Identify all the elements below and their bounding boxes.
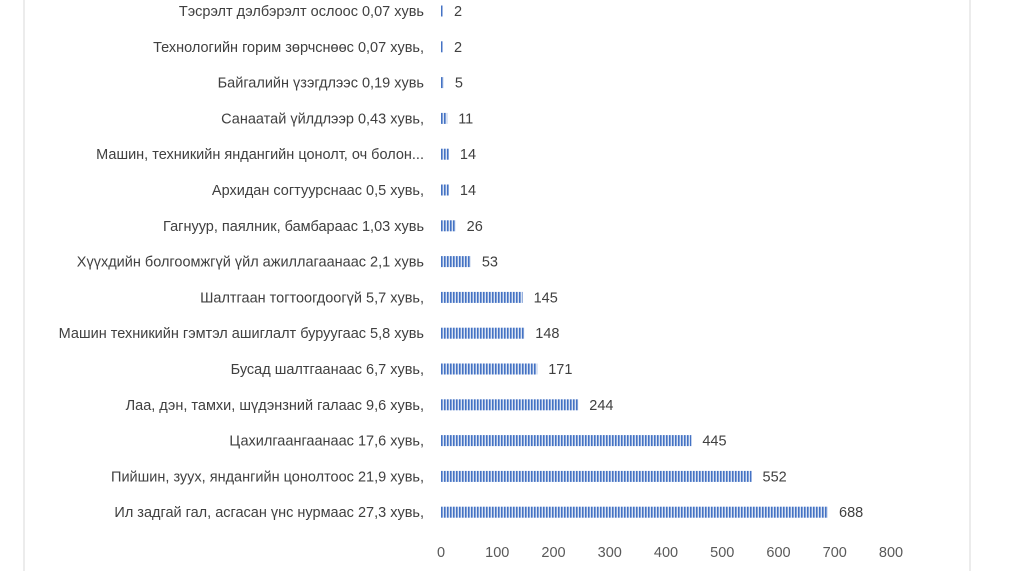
x-tick-label: 600 <box>766 545 790 561</box>
data-label: 14 <box>460 147 476 163</box>
category-label: Шалтгаан тогтоогдоогүй 5,7 хувь, <box>200 290 424 306</box>
category-label: Архидан согтуурснаас 0,5 хувь, <box>212 183 424 199</box>
bar <box>441 291 523 303</box>
category-label: Байгалийн үзэгдлээс 0,19 хувь <box>218 76 424 92</box>
category-label: Машин техникийн гэмтэл ашиглалт буруугаа… <box>59 326 424 342</box>
bar <box>441 435 692 447</box>
data-label: 11 <box>458 111 473 127</box>
category-label: Бусад шалтгаанаас 6,7 хувь, <box>231 362 424 378</box>
data-label: 14 <box>460 183 476 199</box>
bar <box>441 148 449 160</box>
data-label: 2 <box>454 40 462 56</box>
bar <box>441 5 443 17</box>
category-label: Ил задгай гал, асгасан үнс нурмаас 27,3 … <box>114 505 424 521</box>
data-label: 552 <box>763 469 787 485</box>
bar <box>441 363 538 375</box>
bar <box>441 327 525 339</box>
x-tick-label: 800 <box>879 545 903 561</box>
data-label: 171 <box>548 362 572 378</box>
data-label: 445 <box>702 434 726 450</box>
category-labels: Тэсрэлт дэлбэрэлт ослоос 0,07 хувь Технол… <box>59 4 424 521</box>
data-label: 244 <box>589 398 613 414</box>
category-label: Машин, техникийн яндангийн цонолт, оч бо… <box>96 147 424 163</box>
x-tick-label: 0 <box>437 545 445 561</box>
x-tick-label: 200 <box>541 545 565 561</box>
data-label: 53 <box>482 255 498 271</box>
x-tick-label: 300 <box>598 545 622 561</box>
data-label: 148 <box>535 326 559 342</box>
category-label: Пийшин, зуух, яндангийн цонолтоос 21,9 х… <box>111 469 424 485</box>
bar <box>441 184 449 196</box>
x-tick-label: 700 <box>823 545 847 561</box>
category-label: Гагнуур, паялник, бамбараас 1,03 хувь <box>163 219 424 235</box>
data-label: 5 <box>455 76 463 92</box>
bar <box>441 256 471 268</box>
category-label: Хүүхдийн болгоомжгүй үйл ажиллагаанаас 2… <box>77 255 424 271</box>
data-label: 2 <box>454 4 462 20</box>
data-label: 26 <box>467 219 483 235</box>
bars-layer <box>441 5 828 518</box>
data-label: 688 <box>839 505 863 521</box>
category-label: Цахилгаангаанаас 17,6 хувь, <box>229 434 424 450</box>
bar <box>441 41 443 53</box>
bar <box>441 220 456 232</box>
x-tick-label: 100 <box>485 545 509 561</box>
category-label: Технологийн горим зөрчснөөс 0,07 хувь, <box>153 40 424 56</box>
x-tick-label: 500 <box>710 545 734 561</box>
x-tick-label: 400 <box>654 545 678 561</box>
data-labels: 2 2 5 11 14 14 26 53 145 148 171 244 445 552 688 <box>454 4 863 521</box>
x-axis: 0 100 200 300 400 500 600 700 800 <box>437 545 903 561</box>
category-label: Тэсрэлт дэлбэрэлт ослоос 0,07 хувь <box>179 4 424 20</box>
bar <box>441 77 444 89</box>
bar <box>441 470 752 482</box>
bar <box>441 112 448 124</box>
category-label: Лаа, дэн, тамхи, шүдэнзний галаас 9,6 ху… <box>126 398 424 414</box>
data-label: 145 <box>534 290 558 306</box>
bar <box>441 506 828 518</box>
bar <box>441 399 579 411</box>
category-label: Санаатай үйлдлээр 0,43 хувь, <box>221 111 424 127</box>
